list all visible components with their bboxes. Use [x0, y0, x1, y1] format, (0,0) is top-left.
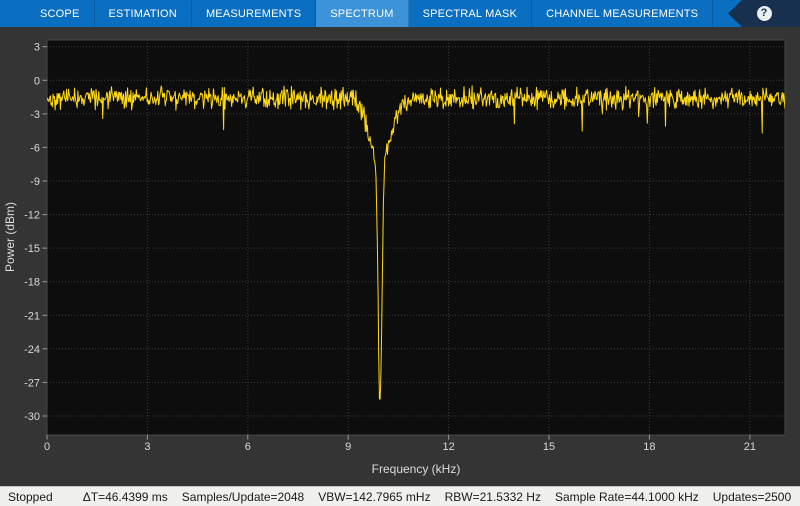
status-sample-rate: Sample Rate=44.1000 kHz [554, 489, 699, 504]
spectrum-trace [47, 85, 785, 400]
tab-scope[interactable]: SCOPE [26, 0, 95, 27]
status-vbw: VBW=142.7965 mHz [318, 489, 431, 504]
status-bar: Stopped ΔT=46.4399 ms Samples/Update=204… [0, 486, 800, 506]
y-tick-label: 3 [34, 42, 40, 54]
y-tick-label: -12 [24, 210, 40, 222]
y-tick-label: -24 [24, 344, 40, 356]
y-tick-label: -6 [30, 142, 40, 154]
y-tick-labels: 3 0 -3 -6 -9 -12 -15 -18 -21 -24 -27 -30 [24, 42, 40, 423]
x-tick-label: 0 [44, 441, 50, 453]
plot-area [46, 39, 786, 436]
grid-lines [47, 40, 785, 435]
y-tick-label: -18 [24, 277, 40, 289]
toolbar-tail: ? [728, 0, 800, 27]
spectrum-plot: 0 3 6 9 12 15 18 21 3 0 -3 -6 -9 -12 -15 -18 -21 -24 -27 -… [0, 27, 800, 481]
tab-spectral-mask[interactable]: SPECTRAL MASK [409, 0, 533, 27]
toolbar: SCOPE ESTIMATION MEASUREMENTS SPECTRUM SPECT… [0, 0, 800, 27]
tab-spectrum[interactable]: SPECTRUM [316, 0, 409, 27]
status-state: Stopped [8, 489, 53, 504]
x-tick-labels: 0 3 6 9 12 15 18 21 [44, 441, 756, 453]
status-updates: Updates=2500 [712, 489, 792, 504]
tab-estimation[interactable]: ESTIMATION [95, 0, 192, 27]
tab-measurements[interactable]: MEASUREMENTS [192, 0, 317, 27]
x-tick-label: 15 [543, 441, 555, 453]
tab-bar: SCOPE ESTIMATION MEASUREMENTS SPECTRUM SPECT… [0, 0, 714, 27]
y-axis-label: Power (dBm) [3, 202, 17, 272]
y-tick-label: -27 [24, 377, 40, 389]
y-tick-label: -9 [30, 176, 40, 188]
x-tick-label: 18 [643, 441, 655, 453]
x-tick-label: 21 [744, 441, 756, 453]
tab-channel-measurements[interactable]: CHANNEL MEASUREMENTS [532, 0, 714, 27]
axis-ticks [42, 46, 751, 440]
y-tick-label: -3 [30, 109, 40, 121]
status-delta-t: ΔT=46.4399 ms [82, 489, 168, 504]
status-rbw: RBW=21.5332 Hz [444, 489, 541, 504]
x-tick-label: 9 [345, 441, 351, 453]
status-samples-per-update: Samples/Update=2048 [181, 489, 305, 504]
plot-region: 0 3 6 9 12 15 18 21 3 0 -3 -6 -9 -12 -15 -18 -21 -24 -27 -… [0, 27, 800, 486]
x-tick-label: 3 [144, 441, 150, 453]
y-tick-label: 0 [34, 75, 40, 87]
y-tick-label: -21 [24, 310, 40, 322]
x-axis-label: Frequency (kHz) [372, 462, 461, 476]
x-tick-label: 6 [245, 441, 251, 453]
x-tick-label: 12 [442, 441, 454, 453]
help-icon[interactable]: ? [756, 6, 772, 21]
y-tick-label: -15 [24, 243, 40, 255]
y-tick-label: -30 [24, 411, 40, 423]
